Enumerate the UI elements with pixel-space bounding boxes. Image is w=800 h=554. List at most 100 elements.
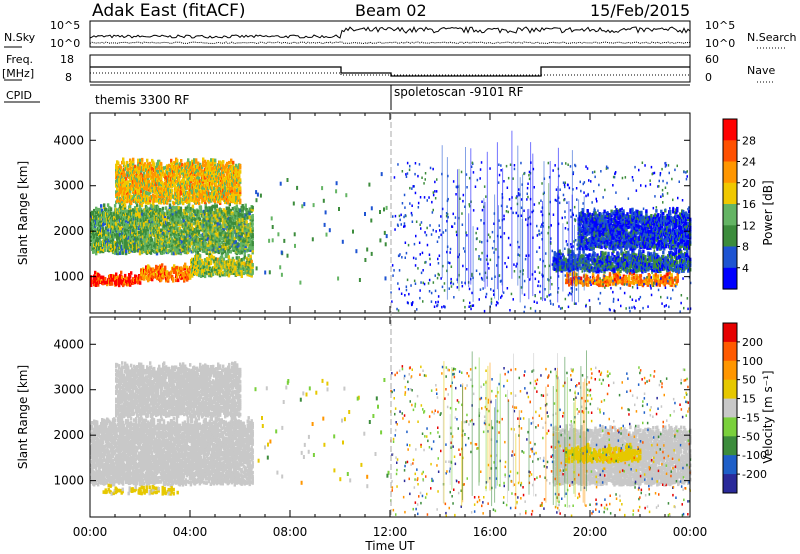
heatmap-cell [239, 186, 242, 190]
heatmap-cell [110, 278, 113, 282]
heatmap-cell [176, 276, 179, 280]
heatmap-cell [166, 270, 169, 274]
heatmap-cell [224, 254, 228, 259]
heatmap-cell [95, 283, 98, 287]
heatmap-cell [217, 265, 221, 270]
heatmap-cell [236, 264, 239, 268]
heatmap-cell [151, 277, 154, 282]
heatmap-cell [249, 256, 252, 261]
heatmap-cell [214, 257, 218, 261]
heatmap-cell [249, 254, 252, 259]
nsearch-label: N.Search [747, 31, 797, 44]
cpid-label: CPID [6, 89, 32, 102]
heatmap-cell [106, 282, 109, 287]
heatmap-cell [223, 268, 227, 273]
heatmap-cell [232, 271, 236, 275]
heatmap-cell [146, 158, 149, 163]
heatmap-cell [100, 249, 103, 253]
heatmap-cell [177, 278, 180, 283]
heatmap-cell [200, 258, 204, 263]
heatmap-cell [251, 240, 254, 245]
heatmap-cell [180, 266, 183, 270]
heatmap-cell [115, 276, 118, 281]
heatmap-cell [129, 275, 132, 279]
heatmap-cell [143, 277, 146, 281]
heatmap-cell [219, 268, 223, 272]
freq-tick-bottom: 8 [65, 71, 72, 84]
heatmap-cell [213, 263, 217, 268]
heatmap-cell [198, 201, 201, 206]
heatmap-cell [186, 265, 189, 270]
heatmap-cell [102, 275, 105, 280]
heatmap-cell [250, 259, 253, 264]
heatmap-cell [178, 268, 181, 273]
heatmap-cell [176, 265, 179, 270]
heatmap-cell [248, 273, 251, 277]
freq-unit: [MHz] [2, 67, 34, 80]
heatmap-cell [109, 207, 113, 211]
heatmap-cell [242, 261, 245, 265]
heatmap-cell [196, 254, 199, 258]
heatmap-cell [171, 189, 174, 193]
heatmap-cell [100, 204, 103, 208]
heatmap-cell [181, 275, 184, 280]
heatmap-cell [196, 256, 199, 260]
heatmap-cell [170, 270, 173, 275]
heatmap-cell [103, 278, 106, 283]
heatmap-cell [251, 205, 254, 210]
heatmap-cell [219, 263, 223, 268]
heatmap-cell [203, 274, 207, 279]
heatmap-cell [240, 270, 243, 274]
heatmap-cell [110, 274, 113, 278]
heatmap-cell [118, 279, 121, 284]
heatmap-cell [639, 274, 643, 278]
heatmap-cell [235, 272, 238, 277]
heatmap-cell [242, 271, 245, 276]
nave-line [90, 72, 690, 76]
heatmap-cell [223, 260, 227, 265]
heatmap-cell [189, 268, 192, 272]
heatmap-cell [216, 261, 220, 266]
heatmap-cell [104, 248, 107, 252]
heatmap-cell [235, 260, 238, 264]
nave-tick-bottom: 0 [705, 71, 712, 84]
heatmap-cell [180, 268, 183, 272]
heatmap-cell [134, 280, 137, 285]
heatmap-cell [220, 255, 224, 260]
heatmap-cell [670, 273, 673, 277]
heatmap-cell [99, 221, 102, 225]
freq-tick-top: 18 [60, 53, 74, 66]
heatmap-cell [96, 236, 99, 241]
heatmap-cell [179, 206, 183, 211]
heatmap-cell [242, 257, 245, 261]
heatmap-cell [251, 271, 254, 275]
heatmap-cell [124, 273, 127, 278]
heatmap-cell [216, 270, 220, 274]
heatmap-cell [230, 269, 234, 273]
radar-title: Adak East (fitACF) [92, 1, 246, 21]
heatmap-cell [170, 158, 173, 163]
heatmap-cell [183, 279, 186, 283]
heatmap-cell [199, 274, 203, 278]
heatmap-cell [97, 283, 100, 287]
heatmap-cell [239, 198, 242, 203]
heatmap-cell [240, 262, 243, 266]
heatmap-cell [224, 252, 228, 257]
nsky-label: N.Sky [4, 31, 36, 44]
heatmap-cell [140, 268, 143, 272]
heatmap-cell [98, 207, 101, 212]
heatmap-cell [93, 245, 96, 250]
heatmap-cell [111, 282, 114, 286]
heatmap-cell [91, 218, 94, 223]
heatmap-cell [90, 234, 93, 238]
heatmap-cell [172, 279, 175, 283]
heatmap-cell [90, 236, 93, 240]
heatmap-cell [184, 262, 187, 267]
heatmap-cell [134, 278, 137, 283]
heatmap-cell [100, 275, 103, 280]
heatmap-cell [93, 249, 96, 254]
heatmap-cell [222, 160, 225, 164]
heatmap-cell [211, 272, 215, 276]
heatmap-cell [96, 207, 99, 212]
heatmap-cell [226, 262, 230, 267]
